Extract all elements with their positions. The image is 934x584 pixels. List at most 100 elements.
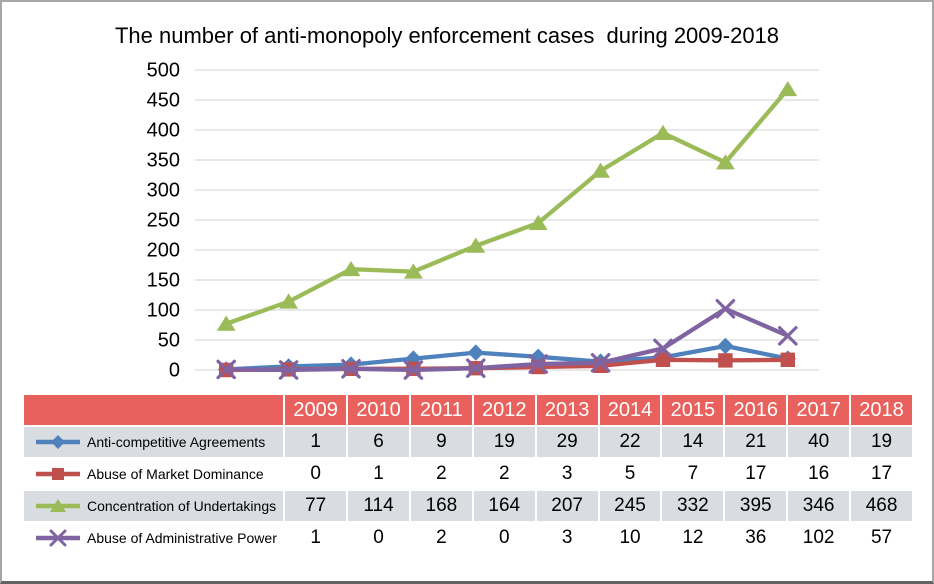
table-value-cell: 2 [473,459,535,489]
table-value-cell: 9 [410,427,472,457]
series-label-cell: Anti-competitive Agreements [24,427,284,457]
table-row: Abuse of Market Dominance 0 1 2 2 3 5 7 17 16 17 [24,459,912,489]
table-value-cell: 468 [851,491,912,521]
data-point-marker [528,354,548,374]
table-value-cell: 1 [285,427,347,457]
data-point-marker [216,315,236,331]
table-value-cell: 19 [851,427,912,457]
data-point-marker [403,360,424,380]
data-point-marker [530,348,547,365]
line-chart: 0 50 100 150 200 250 300 350 400 450 500 [147,60,819,382]
table-value-cell: 168 [410,491,472,521]
table-year-header: 2013 [536,395,598,425]
table-value-cell: 164 [473,491,535,521]
series-label: Anti-competitive Agreements [87,434,266,450]
table-value-cell: 245 [599,491,661,521]
table-value-cell: 17 [725,459,787,489]
table-row: Abuse of Administrative Power 1 0 2 0 3 10 12 36… [24,523,912,553]
data-point-marker [341,359,361,379]
table-value-cell: 1 [348,459,409,489]
data-point-marker [653,338,673,359]
table-value-cell: 3 [536,459,598,489]
table-year-header: 2014 [599,395,661,425]
data-point-marker [655,352,671,367]
table-value-cell: 57 [851,523,912,553]
data-point-marker [718,353,733,368]
series-line [224,306,790,373]
table-value-cell: 77 [285,491,347,521]
table-value-cell: 22 [599,427,661,457]
data-point-marker [591,162,611,178]
data-point-marker [49,499,67,512]
table-value-cell: 6 [348,427,409,457]
table-value-cell: 10 [599,523,661,553]
data-point-marker [278,360,299,380]
series-label-cell: Abuse of Market Dominance [24,459,284,489]
table-value-cell: 0 [285,459,347,489]
table-value-cell: 12 [662,523,724,553]
chart-series [216,81,798,380]
table-value-cell: 3 [536,523,598,553]
table-value-cell: 2 [410,459,472,489]
series-label: Concentration of Undertakings [87,498,277,514]
y-axis-tick-label: 250 [147,210,180,232]
data-point-marker [715,299,736,319]
series-label: Abuse of Administrative Power [87,530,277,546]
table-value-cell: 17 [851,459,912,489]
data-point-marker [341,261,361,277]
data-point-marker [49,529,67,547]
table-year-header: 2018 [851,395,912,425]
legend-key-icon [36,499,80,512]
table-value-cell: 21 [725,427,787,457]
data-point-marker [780,352,795,367]
table-value-cell: 2 [410,523,472,553]
y-axis-tick-label: 0 [169,360,180,382]
series-line [224,87,790,326]
table-value-cell: 14 [662,427,724,457]
table-year-header: 2015 [662,395,724,425]
table-value-cell: 102 [788,523,850,553]
table-value-cell: 7 [662,459,724,489]
data-point-marker [717,337,734,355]
y-axis-tick-label: 100 [147,300,180,322]
table-year-header: 2009 [285,395,347,425]
table-value-cell: 332 [662,491,724,521]
y-axis-tick-label: 150 [147,270,180,292]
data-point-marker [51,435,65,449]
y-axis-tick-label: 400 [147,120,180,142]
data-point-marker [778,81,798,97]
legend-key-icon [36,529,80,547]
data-point-marker [279,293,299,309]
table-value-cell: 36 [725,523,787,553]
table-year-header: 2012 [473,395,535,425]
data-point-marker [467,344,484,361]
data-point-marker [216,359,236,380]
y-axis-tick-label: 200 [147,240,180,262]
data-point-marker [466,237,486,253]
legend-key-icon [36,468,80,480]
y-axis-tick-label: 450 [147,90,180,112]
y-axis-tick-label: 300 [147,180,180,202]
y-axis-tick-label: 350 [147,150,180,172]
data-point-marker [778,326,798,346]
table-year-header: 2011 [410,395,472,425]
y-axis-tick-label: 500 [147,60,180,82]
data-point-marker [52,468,64,480]
table-value-cell: 114 [348,491,409,521]
data-point-marker [403,263,423,279]
data-point-marker [466,358,486,378]
table-value-cell: 40 [788,427,850,457]
data-table-container: 2009 2010 2011 2012 2013 2014 2015 2016 2017 2018… [22,393,914,555]
table-corner-cell [24,395,284,425]
table-value-cell: 1 [285,523,347,553]
table-value-cell: 29 [536,427,598,457]
table-value-cell: 19 [473,427,535,457]
table-value-cell: 395 [725,491,787,521]
table-value-cell: 0 [473,523,535,553]
data-point-marker [528,214,548,230]
table-value-cell: 0 [348,523,409,553]
data-point-marker [715,154,735,170]
series-label: Abuse of Market Dominance [87,466,264,482]
table-value-cell: 207 [536,491,598,521]
series-label-cell: Concentration of Undertakings [24,491,284,521]
